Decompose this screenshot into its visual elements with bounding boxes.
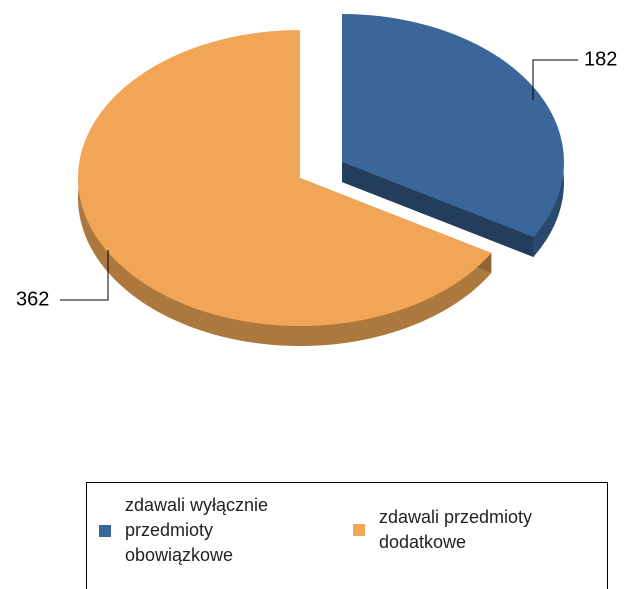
leader-line [60,250,109,301]
chart: 182 362 [16,14,617,346]
data-label: 182 [584,48,617,70]
legend-label: zdawali przedmioty dodatkowe [379,507,533,552]
legend: zdawali wyłącznie przedmioty obowiązkowe… [86,482,608,589]
legend-label: zdawali wyłącznie przedmioty obowiązkowe [125,495,269,565]
pie-slice [78,29,492,326]
legend-item: zdawali wyłącznie przedmioty obowiązkowe [99,493,325,568]
pie-slice [342,14,565,237]
leader-line [532,59,578,100]
data-label: 362 [16,288,49,310]
slice-edge [342,162,534,257]
legend-swatch [353,524,365,536]
legend-item: zdawali przedmioty dodatkowe [353,505,594,555]
legend-swatch [99,524,111,537]
